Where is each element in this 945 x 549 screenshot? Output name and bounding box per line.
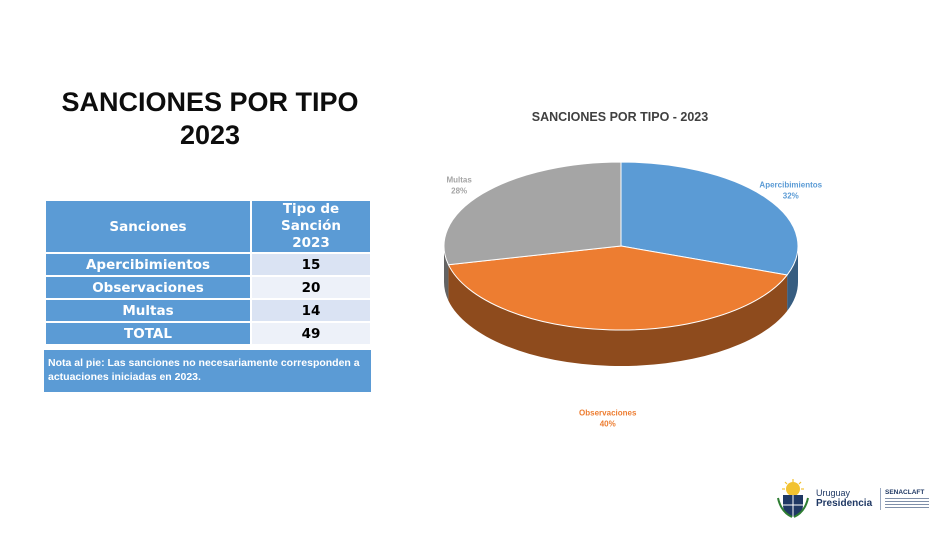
pie-label-multas: Multas: [446, 175, 472, 184]
pie-slice-observaciones: [447, 245, 789, 331]
table-cell-label: TOTAL: [44, 321, 252, 346]
chart-title: SANCIONES POR TIPO - 2023: [531, 110, 709, 124]
table-row: Multas 14: [44, 298, 372, 323]
logo-divider: [880, 488, 881, 510]
table-cell-value: 14: [250, 298, 372, 323]
presidencia-logo: Uruguay Presidencia SENACLAFT: [773, 478, 929, 518]
pie-side-apercibimientos: [787, 246, 798, 312]
pie-percent-observaciones: 40%: [600, 420, 616, 429]
pie-side-multas: [444, 246, 449, 301]
logo-senaclaft: SENACLAFT: [885, 489, 925, 496]
table-row: Apercibimientos 15: [44, 252, 372, 277]
logo-presidencia: Presidencia: [816, 498, 873, 509]
logo-uruguay: Uruguay: [816, 488, 851, 498]
pie-label-apercibimientos: Apercibimientos: [759, 181, 822, 190]
table-cell-value: 49: [250, 321, 372, 346]
table-row: Observaciones 20: [44, 275, 372, 300]
table-row-total: TOTAL 49: [44, 321, 372, 346]
table-header-tipo-line1: Tipo de Sanción: [281, 201, 341, 234]
table-header-tipo: Tipo de Sanción 2023: [250, 199, 372, 254]
table-cell-label: Observaciones: [44, 275, 252, 300]
pie-side-walls: [444, 246, 798, 366]
page-title-line2: 2023: [179, 120, 241, 150]
pie-slice-multas: [443, 161, 622, 266]
table-cell-value: 15: [250, 252, 372, 277]
table-cell-label: Apercibimientos: [44, 252, 252, 277]
sanctions-table: Sanciones Tipo de Sanción 2023 Apercibim…: [44, 199, 372, 346]
pie-slice-apercibimientos: [620, 161, 799, 276]
logo-subtitle-lines: [885, 498, 929, 510]
footnote: Nota al pie: Las sanciones no necesariam…: [44, 350, 371, 392]
pie-side-observaciones: [448, 264, 788, 366]
table-cell-value: 20: [250, 275, 372, 300]
table-cell-label: Multas: [44, 298, 252, 323]
pie-percent-apercibimientos: 32%: [783, 192, 799, 201]
coat-of-arms-icon: [777, 479, 809, 518]
table-header-row: Sanciones Tipo de Sanción 2023: [44, 199, 372, 254]
pie-label-observaciones: Observaciones: [579, 409, 637, 418]
table-header-tipo-line2: 2023: [292, 235, 330, 251]
table-header-sanciones: Sanciones: [44, 199, 252, 254]
pie-percent-multas: 28%: [451, 186, 467, 195]
page-title: SANCIONES POR TIPO 2023: [40, 86, 380, 152]
page-title-line1: SANCIONES POR TIPO: [61, 87, 359, 117]
